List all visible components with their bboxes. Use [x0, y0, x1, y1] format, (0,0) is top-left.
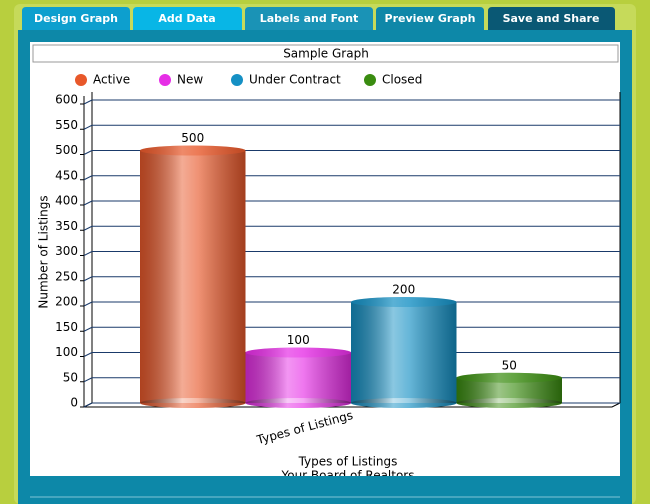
subtitle: Your Board of Realtors: [281, 469, 415, 483]
y-tick-label: 350: [55, 219, 78, 233]
y-tick-label: 500: [55, 143, 78, 157]
legend-swatch: [75, 74, 87, 86]
legend-label: Closed: [382, 73, 422, 87]
y-axis-label: Number of Listings: [37, 195, 51, 308]
tab-label[interactable]: Labels and Font: [260, 12, 359, 25]
y-tick-label: 400: [55, 194, 78, 208]
chart-title: Sample Graph: [283, 47, 369, 61]
tab-bar: Design Graph Add Data Labels and Font Pr…: [22, 7, 615, 30]
legend-label: Active: [93, 73, 130, 87]
y-tick-label: 150: [55, 320, 78, 334]
y-tick-label: 100: [55, 345, 78, 359]
legend-swatch: [364, 74, 376, 86]
legend-swatch: [159, 74, 171, 86]
y-tick-label: 450: [55, 168, 78, 182]
tab-label[interactable]: Add Data: [158, 12, 215, 25]
legend-label: Under Contract: [249, 73, 341, 87]
y-tick-label: 0: [70, 396, 78, 410]
data-label: 500: [181, 131, 204, 145]
legend-swatch: [231, 74, 243, 86]
grid-line-depth: [83, 301, 93, 307]
grid-line-depth: [83, 402, 93, 408]
bar-top-shine: [140, 145, 246, 156]
tab[interactable]: [22, 7, 130, 30]
grid-line-depth: [83, 377, 93, 383]
grid-line-depth: [83, 225, 93, 231]
title-box: [32, 44, 619, 63]
tab[interactable]: [245, 7, 373, 30]
grid-line-depth: [83, 175, 93, 181]
x-axis-label: Types of Listings: [298, 455, 398, 469]
data-label: 50: [502, 358, 517, 372]
grid-line-depth: [83, 276, 93, 282]
grid-line-depth: [83, 352, 93, 357]
data-label: 100: [287, 333, 310, 347]
tab-label[interactable]: Preview Graph: [385, 12, 476, 25]
bar-top-shine: [351, 297, 457, 307]
chart-area: [30, 42, 620, 476]
y-tick-label: 250: [55, 269, 78, 283]
bar-shine: [140, 150, 246, 403]
bar-top-shine: [456, 372, 562, 383]
bar-shine: [245, 352, 351, 403]
grid-line-depth: [83, 150, 93, 155]
tab-label[interactable]: Design Graph: [34, 12, 118, 25]
y-tick-label: 600: [55, 93, 78, 107]
grid-line-depth: [83, 200, 93, 206]
grid-line-depth: [83, 251, 93, 256]
y-tick-label: 200: [55, 295, 78, 309]
grid-line-depth: [83, 326, 93, 332]
tab-label[interactable]: Save and Share: [503, 12, 600, 25]
tab[interactable]: [133, 7, 242, 30]
y-tick-label: 550: [55, 118, 78, 132]
tab[interactable]: [376, 7, 484, 30]
grid-line-depth: [83, 99, 93, 105]
y-tick-label: 300: [55, 244, 78, 258]
grid-line-depth: [83, 124, 93, 130]
tab-active[interactable]: [488, 7, 615, 30]
y-tick-label: 50: [63, 370, 78, 384]
legend-label: New: [177, 73, 203, 87]
data-label: 200: [392, 283, 415, 297]
bar-shine: [351, 302, 457, 403]
bar-top-shine: [245, 347, 351, 358]
